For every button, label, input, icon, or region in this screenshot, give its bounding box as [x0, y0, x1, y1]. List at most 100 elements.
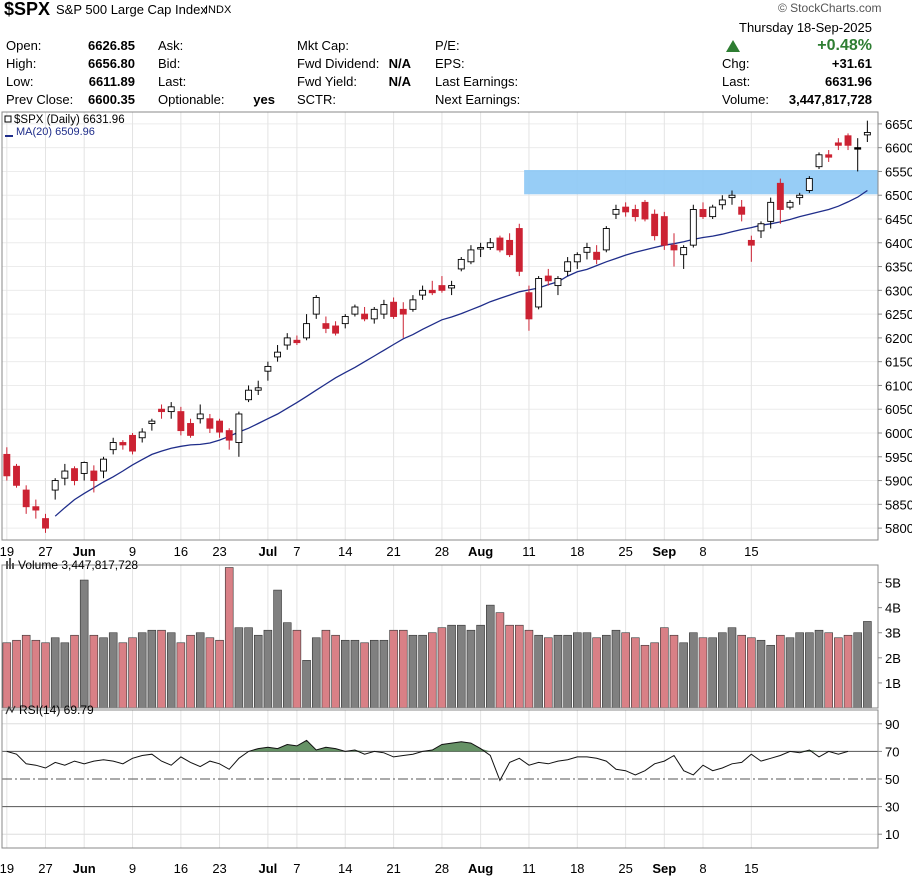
candle-body — [245, 389, 253, 401]
x-axis-label: 11 — [522, 544, 536, 559]
volume-bar — [360, 642, 369, 709]
volume-bar — [708, 637, 717, 709]
volume-bar — [843, 634, 853, 709]
candle-body — [216, 420, 223, 433]
volume-bar — [147, 629, 157, 709]
candle-body — [709, 206, 717, 218]
optionable-value: yes — [253, 92, 275, 107]
rsi-tick-label: 90 — [885, 717, 899, 732]
volume-bar — [814, 629, 824, 709]
x-axis-label: 9 — [129, 861, 136, 876]
candle-body — [42, 518, 49, 529]
candle-body — [196, 413, 204, 420]
volume-bar — [534, 634, 543, 709]
x-axis-label: 15 — [744, 544, 758, 559]
candle-body — [100, 458, 107, 472]
volume-bar — [553, 634, 563, 709]
candle-body — [477, 247, 485, 250]
high-label: High: — [6, 56, 37, 71]
volume-bar — [524, 629, 534, 709]
candle-body — [641, 201, 649, 220]
candle-body — [564, 261, 572, 272]
volume-bar — [689, 632, 698, 709]
volume-bar — [747, 637, 756, 709]
eps-label: EPS: — [435, 56, 465, 71]
last-price-value: 6631.96 — [825, 74, 872, 89]
volume-bar — [698, 637, 708, 709]
fwd-dividend-label: Fwd Dividend: — [297, 56, 380, 71]
ma-legend: MA(20) 6509.96 — [16, 126, 95, 138]
x-axis-label: 19 — [0, 544, 14, 559]
volume-bar — [650, 642, 659, 709]
last-price-label: Last: — [722, 74, 751, 89]
volume-bar — [398, 629, 408, 709]
volume-bar — [128, 637, 137, 709]
last-label: Last: — [158, 74, 187, 89]
price-tick-label: 6050 — [885, 402, 912, 417]
volume-tick-label: 2B — [885, 651, 901, 666]
candle-body — [380, 304, 388, 315]
candle-body — [670, 244, 678, 251]
volume-label: Volume: — [722, 92, 769, 107]
candle-body — [593, 251, 601, 260]
volume-bar — [234, 627, 244, 709]
candle-body — [399, 308, 407, 315]
candle-body — [13, 465, 20, 486]
volume-bar — [195, 632, 205, 709]
price-legend: $SPX (Daily) 6631.96 — [14, 114, 125, 126]
chg-value: +31.61 — [831, 56, 872, 71]
price-tick-label: 5800 — [885, 521, 912, 536]
candle-body — [167, 406, 175, 413]
candle-body — [834, 142, 842, 146]
volume-bar — [476, 624, 485, 709]
x-axis-label: Jul — [258, 861, 277, 876]
volume-bar — [302, 660, 311, 709]
candle-body — [322, 323, 330, 329]
candle-body — [148, 420, 156, 424]
volume-bar — [718, 632, 727, 709]
candle-body — [158, 408, 165, 413]
candle-body — [738, 206, 746, 215]
quote-header: $SPX S&P 500 Large Cap Index INDX © Stoc… — [0, 0, 912, 112]
candle-body — [390, 301, 398, 317]
candle-body — [332, 325, 340, 334]
low-value: 6611.89 — [88, 74, 135, 89]
volume-bar — [611, 629, 621, 709]
price-tick-label: 6650 — [885, 117, 912, 132]
exchange: INDX — [205, 4, 232, 16]
price-tick-label: 6200 — [885, 331, 912, 346]
candle-body — [467, 249, 475, 263]
candle-body — [264, 365, 272, 372]
price-tick-label: 5900 — [885, 474, 912, 489]
rsi-tick-label: 50 — [885, 772, 899, 787]
resistance-zone — [524, 170, 878, 195]
volume-bar — [253, 634, 263, 709]
x-axis-label: 16 — [174, 861, 188, 876]
volume-bar — [331, 634, 340, 709]
rsi-tick-label: 70 — [885, 744, 899, 759]
x-axis-label: 7 — [293, 861, 300, 876]
x-axis-label: 21 — [386, 544, 400, 559]
volume-bar — [495, 612, 505, 709]
price-tick-label: 6150 — [885, 355, 912, 370]
candle-body — [206, 418, 214, 429]
volume-bar — [157, 629, 166, 709]
prev-close-value: 6600.35 — [88, 92, 135, 107]
candle-body — [786, 201, 794, 208]
x-axis-label: 21 — [386, 861, 400, 876]
volume-bar — [282, 622, 292, 709]
brand-logo: © StockCharts.com — [778, 1, 882, 15]
volume-bar — [31, 639, 41, 709]
candle-body — [728, 194, 736, 199]
volume-bar — [263, 629, 273, 709]
candle-body — [235, 413, 243, 443]
candle-body — [361, 313, 369, 320]
volume-bar — [311, 637, 321, 709]
candle-body — [525, 292, 533, 320]
fwd-yield-label: Fwd Yield: — [297, 74, 357, 89]
candle-body — [409, 299, 417, 310]
candle-body — [622, 206, 630, 213]
volume-bar — [79, 579, 89, 709]
volume-bar — [70, 634, 79, 709]
volume-legend-icon — [9, 558, 11, 569]
